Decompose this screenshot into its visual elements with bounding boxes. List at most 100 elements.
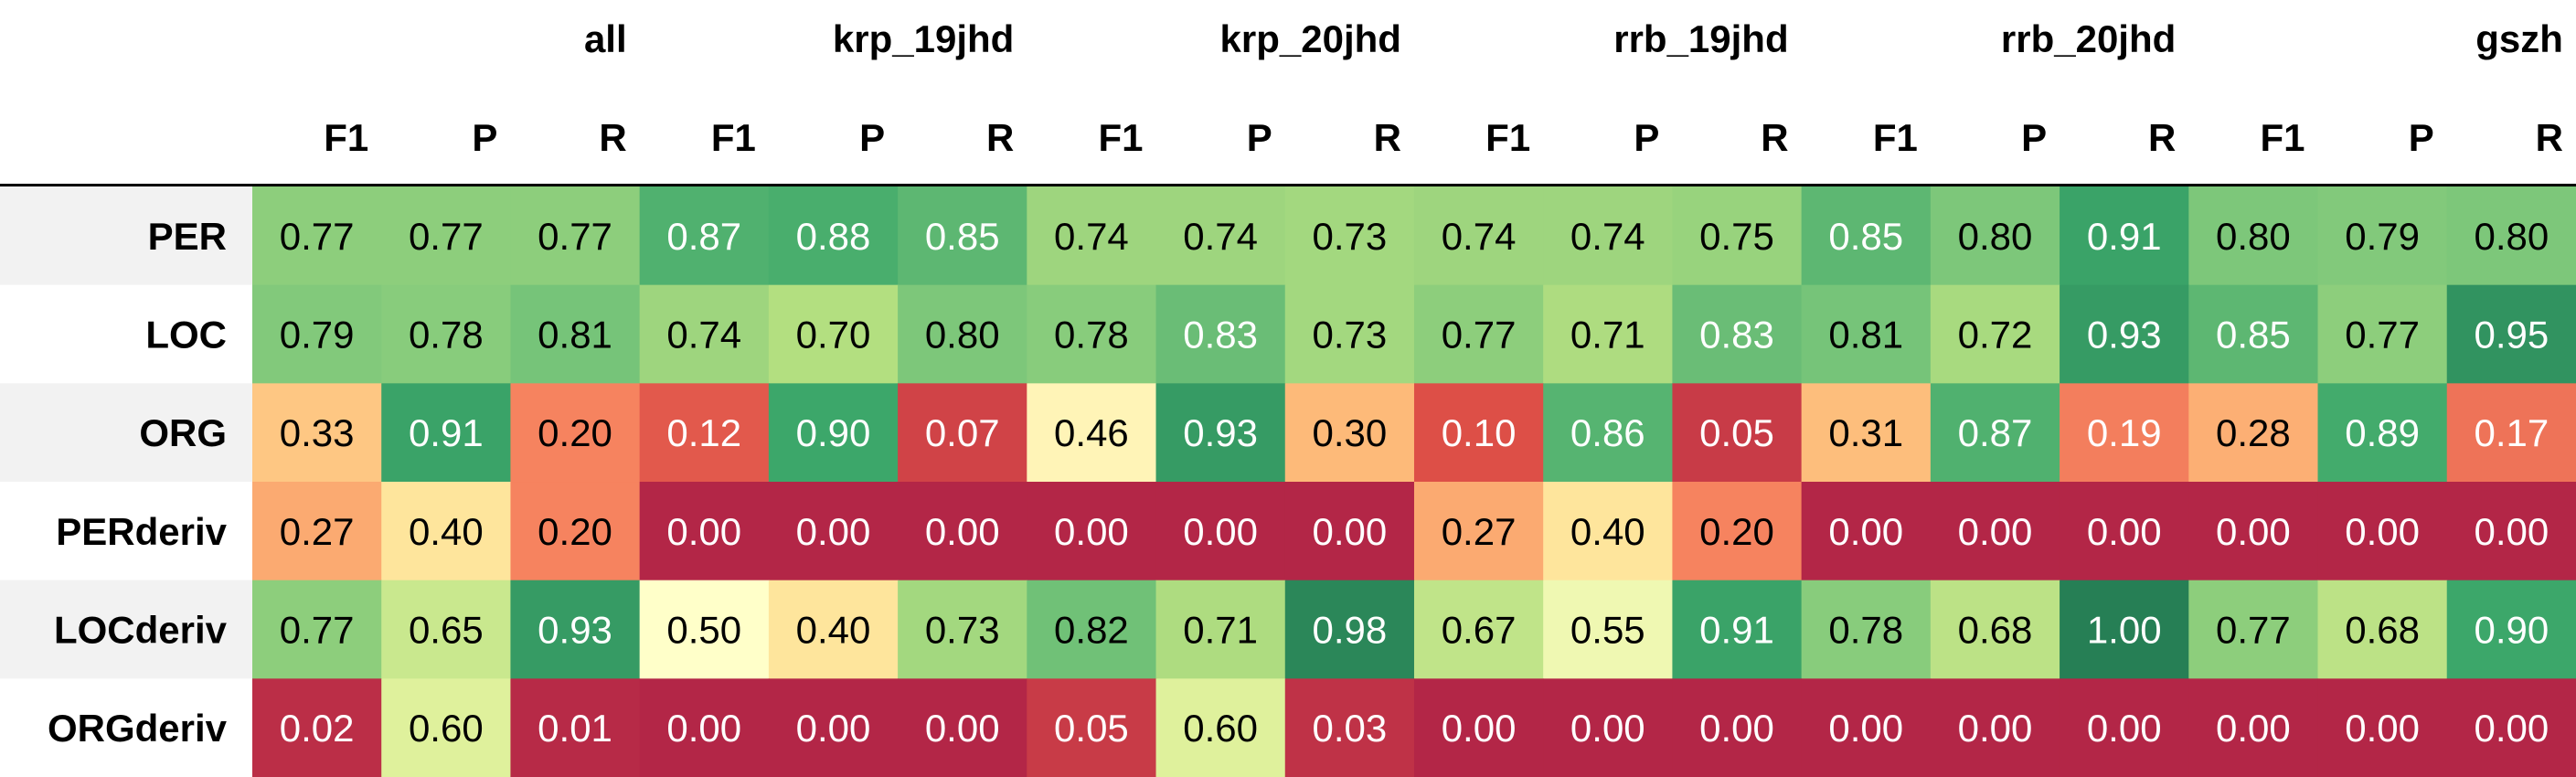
cell-value: 0.33 (280, 411, 355, 454)
heatmap-cell (1155, 580, 1286, 679)
metric-header-krp_19jhd-P: P (859, 116, 885, 159)
heatmap-cell (2060, 186, 2189, 286)
cell-value: 0.77 (538, 215, 612, 258)
cell-value: 0.01 (538, 707, 612, 750)
heatmap-cell (2188, 186, 2319, 286)
heatmap-cell (1672, 678, 1803, 777)
heatmap-cell (2060, 284, 2189, 384)
heatmap-cell (639, 482, 770, 581)
heatmap-cell (1930, 482, 2060, 581)
heatmap-cell (1543, 186, 1674, 286)
heatmap-cell (2060, 383, 2189, 483)
heatmap-cell (1672, 482, 1803, 581)
heatmap-cell (2317, 580, 2448, 679)
heatmap-cell (1413, 383, 1544, 483)
metric-header-rrb_20jhd-R: R (2148, 116, 2176, 159)
cell-value: 0.78 (1828, 609, 1903, 652)
row-label-bg (0, 186, 252, 285)
cell-value: 0.19 (2087, 411, 2162, 454)
cell-value: 0.77 (2345, 314, 2420, 357)
cell-value: 0.88 (796, 215, 871, 258)
cell-value: 0.72 (1958, 314, 2033, 357)
cell-value: 0.00 (1312, 510, 1387, 553)
cell-value: 0.83 (1699, 314, 1774, 357)
cell-value: 0.55 (1570, 609, 1645, 652)
heatmap-cell (639, 186, 770, 286)
cell-value: 0.85 (1828, 215, 1903, 258)
cell-value: 0.81 (538, 314, 612, 357)
cell-value: 0.00 (2216, 510, 2291, 553)
heatmap-cell (510, 482, 641, 581)
heatmap-cell (2188, 580, 2319, 679)
cell-value: 0.40 (1570, 510, 1645, 553)
cell-value: 0.30 (1312, 411, 1387, 454)
heatmap-cell (898, 482, 1027, 581)
heatmap-cell (1413, 482, 1544, 581)
cell-value: 0.00 (2087, 510, 2162, 553)
cell-value: 0.77 (1442, 314, 1517, 357)
heatmap-cell (1930, 383, 2060, 483)
cell-value: 0.05 (1054, 707, 1129, 750)
heatmap-cell (1801, 580, 1932, 679)
cell-value: 0.74 (1570, 215, 1645, 258)
cell-value: 0.83 (1183, 314, 1258, 357)
cell-value: 0.85 (925, 215, 1000, 258)
cell-value: 0.00 (925, 510, 1000, 553)
cell-value: 0.40 (796, 609, 871, 652)
cell-value: 0.85 (2216, 314, 2291, 357)
heatmap-cell (510, 186, 641, 286)
group-header-gszh: gszh (2475, 17, 2563, 60)
heatmap-cell (898, 678, 1027, 777)
heatmap-cell (1284, 186, 1415, 286)
cell-value: 0.74 (1054, 215, 1129, 258)
heatmap-cell (1284, 383, 1415, 483)
metric-header-krp_20jhd-F1: F1 (1099, 116, 1144, 159)
cell-value: 0.50 (666, 609, 741, 652)
cell-value: 0.60 (409, 707, 484, 750)
cell-value: 0.80 (1958, 215, 2033, 258)
heatmap-cell (1672, 186, 1803, 286)
heatmap-cell (2188, 383, 2319, 483)
row-label-LOC: LOC (145, 314, 227, 357)
cell-value: 0.10 (1442, 411, 1517, 454)
cell-value: 0.46 (1054, 411, 1129, 454)
heatmap-cell (2446, 580, 2576, 679)
heatmap-cell (2446, 186, 2576, 286)
heatmap-cell (1284, 580, 1415, 679)
cell-value: 0.00 (1958, 510, 2033, 553)
heatmap-cell (1284, 284, 1415, 384)
heatmap-cell (898, 284, 1027, 384)
cell-value: 0.65 (409, 609, 484, 652)
heatmap-cell (1027, 678, 1157, 777)
metric-header-rrb_20jhd-P: P (2021, 116, 2047, 159)
cell-value: 0.81 (1828, 314, 1903, 357)
cell-value: 0.00 (2474, 510, 2549, 553)
metric-header-krp_20jhd-P: P (1247, 116, 1272, 159)
cell-value: 0.93 (2087, 314, 2162, 357)
cell-value: 0.05 (1699, 411, 1774, 454)
heatmap-cell (252, 482, 382, 581)
heatmap-cell (2060, 482, 2189, 581)
cell-value: 0.28 (2216, 411, 2291, 454)
row-label-bg (0, 580, 252, 679)
cell-value: 0.00 (2087, 707, 2162, 750)
row-label-ORGderiv: ORGderiv (48, 707, 228, 750)
cell-value: 0.00 (1828, 510, 1903, 553)
cell-value: 0.86 (1570, 411, 1645, 454)
heatmap-cell (2188, 482, 2319, 581)
heatmap-cell (639, 580, 770, 679)
cell-value: 0.98 (1312, 609, 1387, 652)
row-label-ORG: ORG (139, 411, 227, 454)
metric-header-gszh-P: P (2409, 116, 2434, 159)
cell-value: 0.90 (2474, 609, 2549, 652)
heatmap-cell (639, 678, 770, 777)
cell-value: 0.71 (1570, 314, 1645, 357)
cell-value: 0.20 (1699, 510, 1774, 553)
cell-value: 1.00 (2087, 609, 2162, 652)
cell-value: 0.82 (1054, 609, 1129, 652)
heatmap-cell (1801, 284, 1932, 384)
cell-value: 0.71 (1183, 609, 1258, 652)
cell-value: 0.80 (925, 314, 1000, 357)
heatmap-cell (1930, 580, 2060, 679)
cell-value: 0.00 (2216, 707, 2291, 750)
